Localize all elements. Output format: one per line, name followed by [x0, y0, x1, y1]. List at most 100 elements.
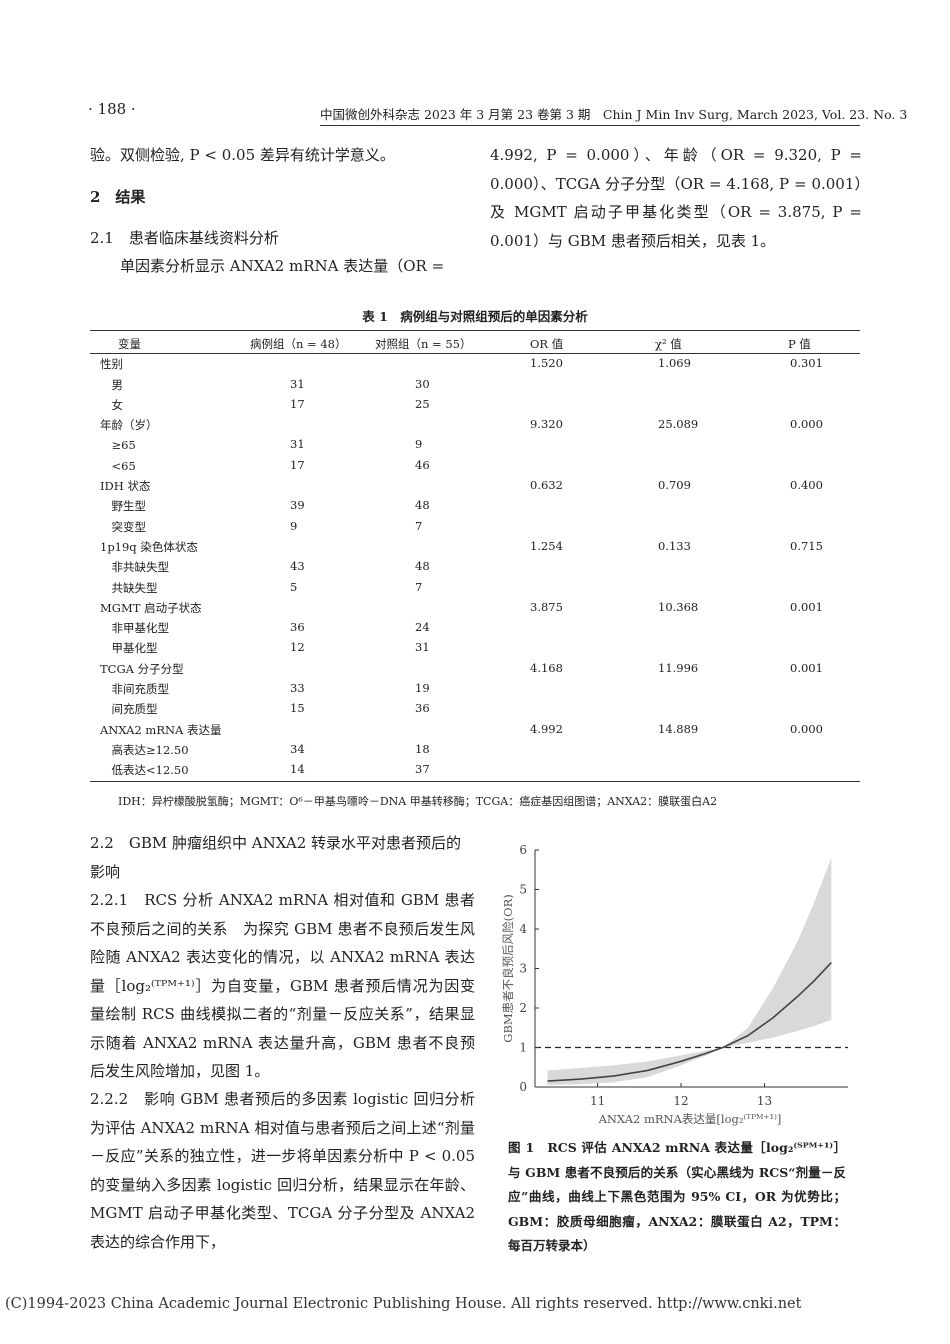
table-cell: 0.133 — [658, 538, 691, 553]
table-cell: 14.889 — [658, 721, 699, 736]
y-tick-label: 6 — [519, 843, 527, 857]
table-cell: 9 — [290, 518, 298, 533]
y-tick-label: 0 — [519, 1080, 527, 1094]
table-cell: 10.368 — [658, 599, 699, 614]
subsection-heading: 2.2 GBM 肿瘤组织中 ANXA2 转录水平对患者预后的影响 — [90, 834, 462, 881]
table-cell: 34 — [290, 741, 305, 756]
table-row: 野生型 39 48 — [90, 495, 860, 515]
table-row: ≥65 31 9 — [90, 434, 860, 454]
table-row: 年龄（岁） 9.320 25.089 0.000 — [90, 414, 860, 434]
left-top-text: 验。双侧检验, P < 0.05 差异有统计学意义。 — [90, 146, 395, 164]
table-row: 非间充质型 33 19 — [90, 678, 860, 698]
table-row: ANXA2 mRNA 表达量 4.992 14.889 0.000 — [90, 719, 860, 739]
table-cell: 0.000 — [790, 721, 823, 736]
table-cell: 甲基化型 — [100, 641, 158, 656]
table-row: 间充质型 15 36 — [90, 698, 860, 718]
table-cell: 9.320 — [530, 417, 563, 432]
table-row: 低表达<12.50 14 37 — [90, 759, 860, 779]
table-cell: 0.715 — [790, 538, 823, 553]
table-cell: 1.069 — [658, 356, 691, 371]
table-cell: 15 — [290, 701, 305, 716]
y-tick-label: 3 — [519, 962, 527, 976]
table-cell: 低表达<12.50 — [100, 763, 189, 778]
table-cell: 7 — [415, 579, 423, 594]
table-cell: 31 — [415, 640, 430, 655]
y-tick-label: 1 — [519, 1041, 527, 1055]
table-note: IDH：异柠檬酸脱氢酶；MGMT：O⁶－甲基鸟嘌呤－DNA 甲基转移酶；TCGA… — [118, 795, 718, 808]
table-row: 非甲基化型 36 24 — [90, 617, 860, 637]
table-cell: 37 — [415, 762, 430, 777]
table-cell: 31 — [290, 437, 305, 452]
table-row: 女 17 25 — [90, 394, 860, 414]
table-cell: 非甲基化型 — [100, 621, 169, 636]
table-cell: 0.000 — [790, 417, 823, 432]
table-cell: 1.254 — [530, 538, 563, 553]
table-cell: 11.996 — [658, 660, 699, 675]
table-cell: 30 — [415, 376, 430, 391]
table-cell: 0.301 — [790, 356, 823, 371]
table-cell: 48 — [415, 498, 430, 513]
table-title: 表 1 病例组与对照组预后的单因素分析 — [362, 309, 588, 324]
table-cell: 1.520 — [530, 356, 563, 371]
subsection-heading: 2.1 患者临床基线资料分析 — [90, 229, 279, 247]
table-cell: 0.632 — [530, 478, 563, 493]
table-cell: 4.992 — [530, 721, 563, 736]
col-header: 病例组（n = 48） — [250, 337, 347, 351]
page-number: · 188 · — [88, 100, 136, 118]
x-axis-label: ANXA2 mRNA表达量[log₂⁽ᵀᴾᴹ⁺¹⁾] — [598, 1112, 782, 1126]
col-header: P 值 — [788, 337, 811, 351]
table-cell: 年龄（岁） — [100, 418, 158, 433]
table-cell: 1p19q 染色体状态 — [100, 539, 198, 554]
table-cell: 野生型 — [100, 499, 146, 514]
table-cell: 0.001 — [790, 660, 823, 675]
table-cell: 25.089 — [658, 417, 699, 432]
table-cell: 36 — [415, 701, 430, 716]
y-axis-label: GBM患者不良预后风险(OR) — [501, 894, 515, 1042]
table-row: 甲基化型 12 31 — [90, 637, 860, 657]
table-cell: 3.875 — [530, 599, 563, 614]
col-header: OR 值 — [530, 337, 564, 351]
table-cell: 0.709 — [658, 478, 691, 493]
table-cell: ANXA2 mRNA 表达量 — [100, 722, 222, 737]
table-row: MGMT 启动子状态 3.875 10.368 0.001 — [90, 597, 860, 617]
table-cell: 非间充质型 — [100, 682, 169, 697]
figure-caption: 图 1 RCS 评估 ANXA2 mRNA 表达量［log₂⁽ᵀᴾᴹ⁺¹⁾］与 … — [508, 1140, 846, 1253]
copyright-footer: (C)1994-2023 China Academic Journal Elec… — [5, 1296, 802, 1312]
table-cell: IDH 状态 — [100, 479, 151, 494]
running-header: 中国微创外科杂志 2023 年 3 月第 23 卷第 3 期 Chin J Mi… — [320, 104, 907, 126]
table-cell: TCGA 分子分型 — [100, 661, 184, 676]
table-cell: 非共缺失型 — [100, 560, 169, 575]
paragraph: 单因素分析显示 ANXA2 mRNA 表达量（OR = — [120, 257, 445, 275]
paragraph: 2.2.2 影响 GBM 患者预后的多因素 logistic 回归分析 为评估 … — [90, 1090, 491, 1251]
table-cell: 18 — [415, 741, 430, 756]
table-cell: 43 — [290, 559, 305, 574]
table-cell: 33 — [290, 681, 305, 696]
table-cell: 24 — [415, 620, 430, 635]
table-cell: 女 — [100, 397, 123, 412]
col-header: χ² 值 — [655, 337, 682, 351]
table-cell: 48 — [415, 559, 430, 574]
table-row: <65 17 46 — [90, 455, 860, 475]
paragraph: 2.2.1 RCS 分析 ANXA2 mRNA 相对值和 GBM 患者不良预后之… — [90, 891, 475, 1080]
table-cell: 7 — [415, 518, 423, 533]
rcs-curve — [547, 962, 832, 1082]
table-row: 男 31 30 — [90, 374, 860, 394]
table-cell: MGMT 启动子状态 — [100, 600, 202, 615]
table-cell: 性别 — [100, 357, 123, 372]
table-cell: ≥65 — [100, 438, 136, 453]
table-cell: 12 — [290, 640, 305, 655]
x-tick-label: 13 — [757, 1094, 772, 1108]
table-row: 突变型 9 7 — [90, 516, 860, 536]
right-top-text: 4.992, P = 0.000）、年龄（OR = 9.320, P = 0.0… — [490, 146, 862, 250]
table-cell: 46 — [415, 457, 430, 472]
table-cell: 19 — [415, 681, 430, 696]
table-cell: 突变型 — [100, 519, 146, 534]
table-cell: 39 — [290, 498, 305, 513]
table-row: IDH 状态 0.632 0.709 0.400 — [90, 475, 860, 495]
table-cell: <65 — [100, 458, 136, 473]
section-heading: 2 结果 — [90, 188, 146, 206]
table-cell: 高表达≥12.50 — [100, 742, 189, 757]
table-cell: 0.400 — [790, 478, 823, 493]
